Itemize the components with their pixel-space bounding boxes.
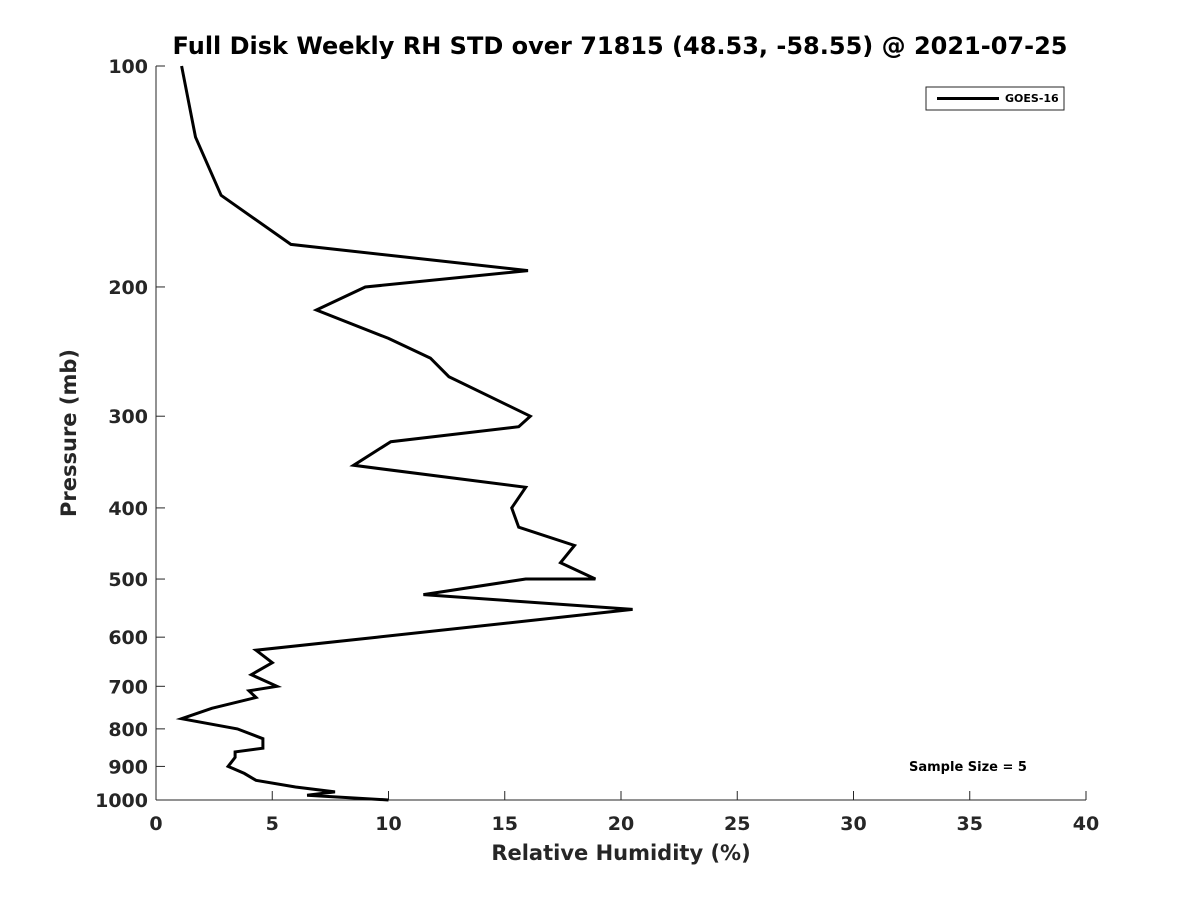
y-axis-label: Pressure (mb) [57,349,81,517]
x-axis-label: Relative Humidity (%) [491,841,750,865]
plot-area [156,66,1086,800]
y-tick-label: 200 [108,277,148,299]
y-tick-label: 500 [108,569,148,591]
y-tick-label: 600 [108,627,148,649]
y-tick-label: 100 [108,56,148,78]
x-tick-label: 30 [840,813,866,835]
x-tick-label: 35 [957,813,983,835]
y-tick-label: 1000 [95,790,148,812]
y-tick-label: 300 [108,406,148,428]
sample-size-annotation: Sample Size = 5 [909,760,1027,775]
x-tick-label: 15 [492,813,518,835]
y-ticks: 100 200 300 400 500 600 700 800 900 1000 [95,56,165,812]
x-tick-label: 0 [149,813,162,835]
series-line-goes-16 [175,65,633,802]
y-tick-label: 900 [108,756,148,778]
y-tick-label: 700 [108,676,148,698]
x-tick-label: 10 [375,813,401,835]
x-tick-label: 20 [608,813,634,835]
series-layer [175,65,633,802]
y-tick-label: 400 [108,498,148,520]
x-tick-label: 5 [266,813,279,835]
legend-label-goes-16: GOES-16 [1005,92,1059,105]
x-tick-label: 25 [724,813,750,835]
y-tick-label: 800 [108,719,148,741]
x-ticks: 0 5 10 15 20 25 30 35 40 [149,791,1099,835]
legend: GOES-16 [925,86,1065,111]
axes: 0 5 10 15 20 25 30 35 40 100 200 300 400 500 600 700 80… [95,56,1099,835]
x-tick-label: 40 [1073,813,1099,835]
chart-title: Full Disk Weekly RH STD over 71815 (48.5… [173,32,1068,60]
